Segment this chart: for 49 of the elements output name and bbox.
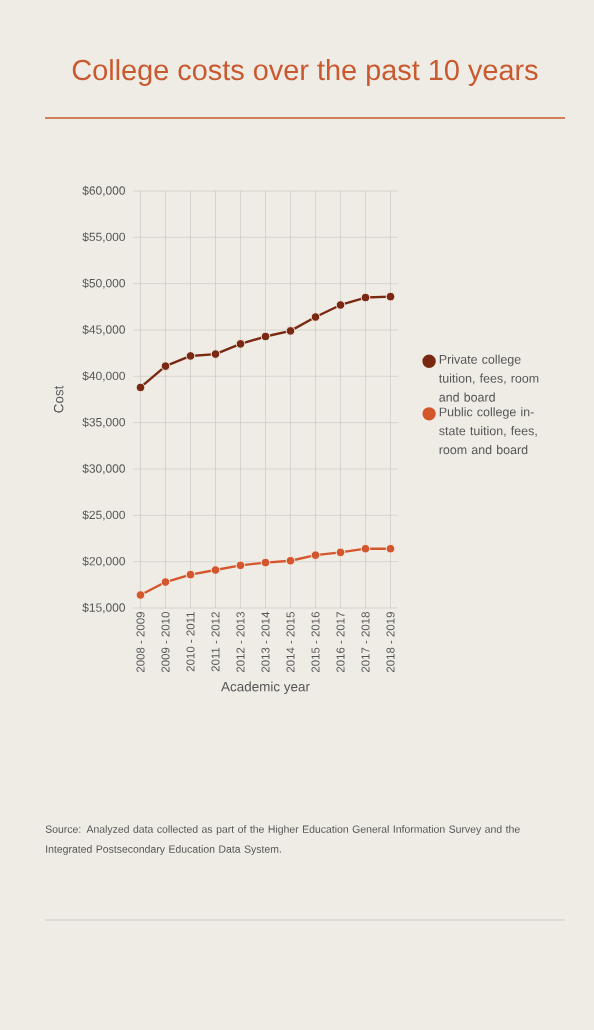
point <box>335 547 346 558</box>
x-tick-label: 2017 - 2018 <box>361 612 370 673</box>
y-tick-label: $35,000 <box>82 417 126 428</box>
x-tick-label: 2011 - 2012 <box>211 612 220 672</box>
point <box>135 382 146 393</box>
point <box>335 300 346 310</box>
y-axis-title: Cost <box>53 385 64 413</box>
point <box>185 351 196 361</box>
y-tick-label: $15,000 <box>82 602 126 614</box>
x-tick-label: 2012 - 2013 <box>236 612 245 673</box>
point <box>385 291 396 302</box>
y-tick-label: $25,000 <box>82 510 126 521</box>
x-tick-label: 2008 - 2009 <box>136 612 145 673</box>
x-tick-label: 2009 - 2010 <box>161 611 170 673</box>
point <box>160 577 171 587</box>
y-tick-label: $50,000 <box>82 278 126 289</box>
x-tick-label: 2014 - 2015 <box>286 612 295 673</box>
y-tick-label: $55,000 <box>82 232 126 243</box>
y-tick-label: $30,000 <box>82 463 126 475</box>
point <box>160 361 171 371</box>
y-tick-label: $45,000 <box>82 324 126 336</box>
point <box>310 312 321 322</box>
x-tick-label: 2010 - 2011 <box>186 612 195 672</box>
point <box>385 543 396 554</box>
legend-label: Public college in-state tuition, fees, room and board <box>439 407 537 455</box>
point <box>360 543 371 554</box>
y-tick-label: $40,000 <box>82 371 126 382</box>
point <box>135 590 146 600</box>
point <box>260 331 271 342</box>
point <box>260 557 271 568</box>
point <box>310 550 321 560</box>
point <box>185 569 196 580</box>
x-tick-label: 2018 - 2019 <box>386 612 395 673</box>
x-tick-label: 2015 - 2016 <box>311 612 320 673</box>
legend-label: Private college tuition, fees, room and board <box>438 354 539 402</box>
point <box>360 292 371 303</box>
y-tick-label: $20,000 <box>82 556 126 567</box>
point <box>285 555 296 566</box>
x-tick-label: 2016 - 2017 <box>336 612 345 673</box>
point <box>210 565 221 575</box>
point <box>285 326 296 336</box>
x-axis-title: Academic year <box>221 681 310 695</box>
chart-title: College costs over the past 10 years <box>72 59 538 86</box>
source-note: Source: Analyzed data collected as part of the Higher Education General Information Survey and the Integrated Postsecondary Education Data System. <box>45 825 520 855</box>
point <box>235 560 246 571</box>
point <box>210 349 221 359</box>
point <box>235 339 246 349</box>
y-tick-label: $60,000 <box>82 185 126 197</box>
x-tick-label: 2013 - 2014 <box>261 611 270 673</box>
